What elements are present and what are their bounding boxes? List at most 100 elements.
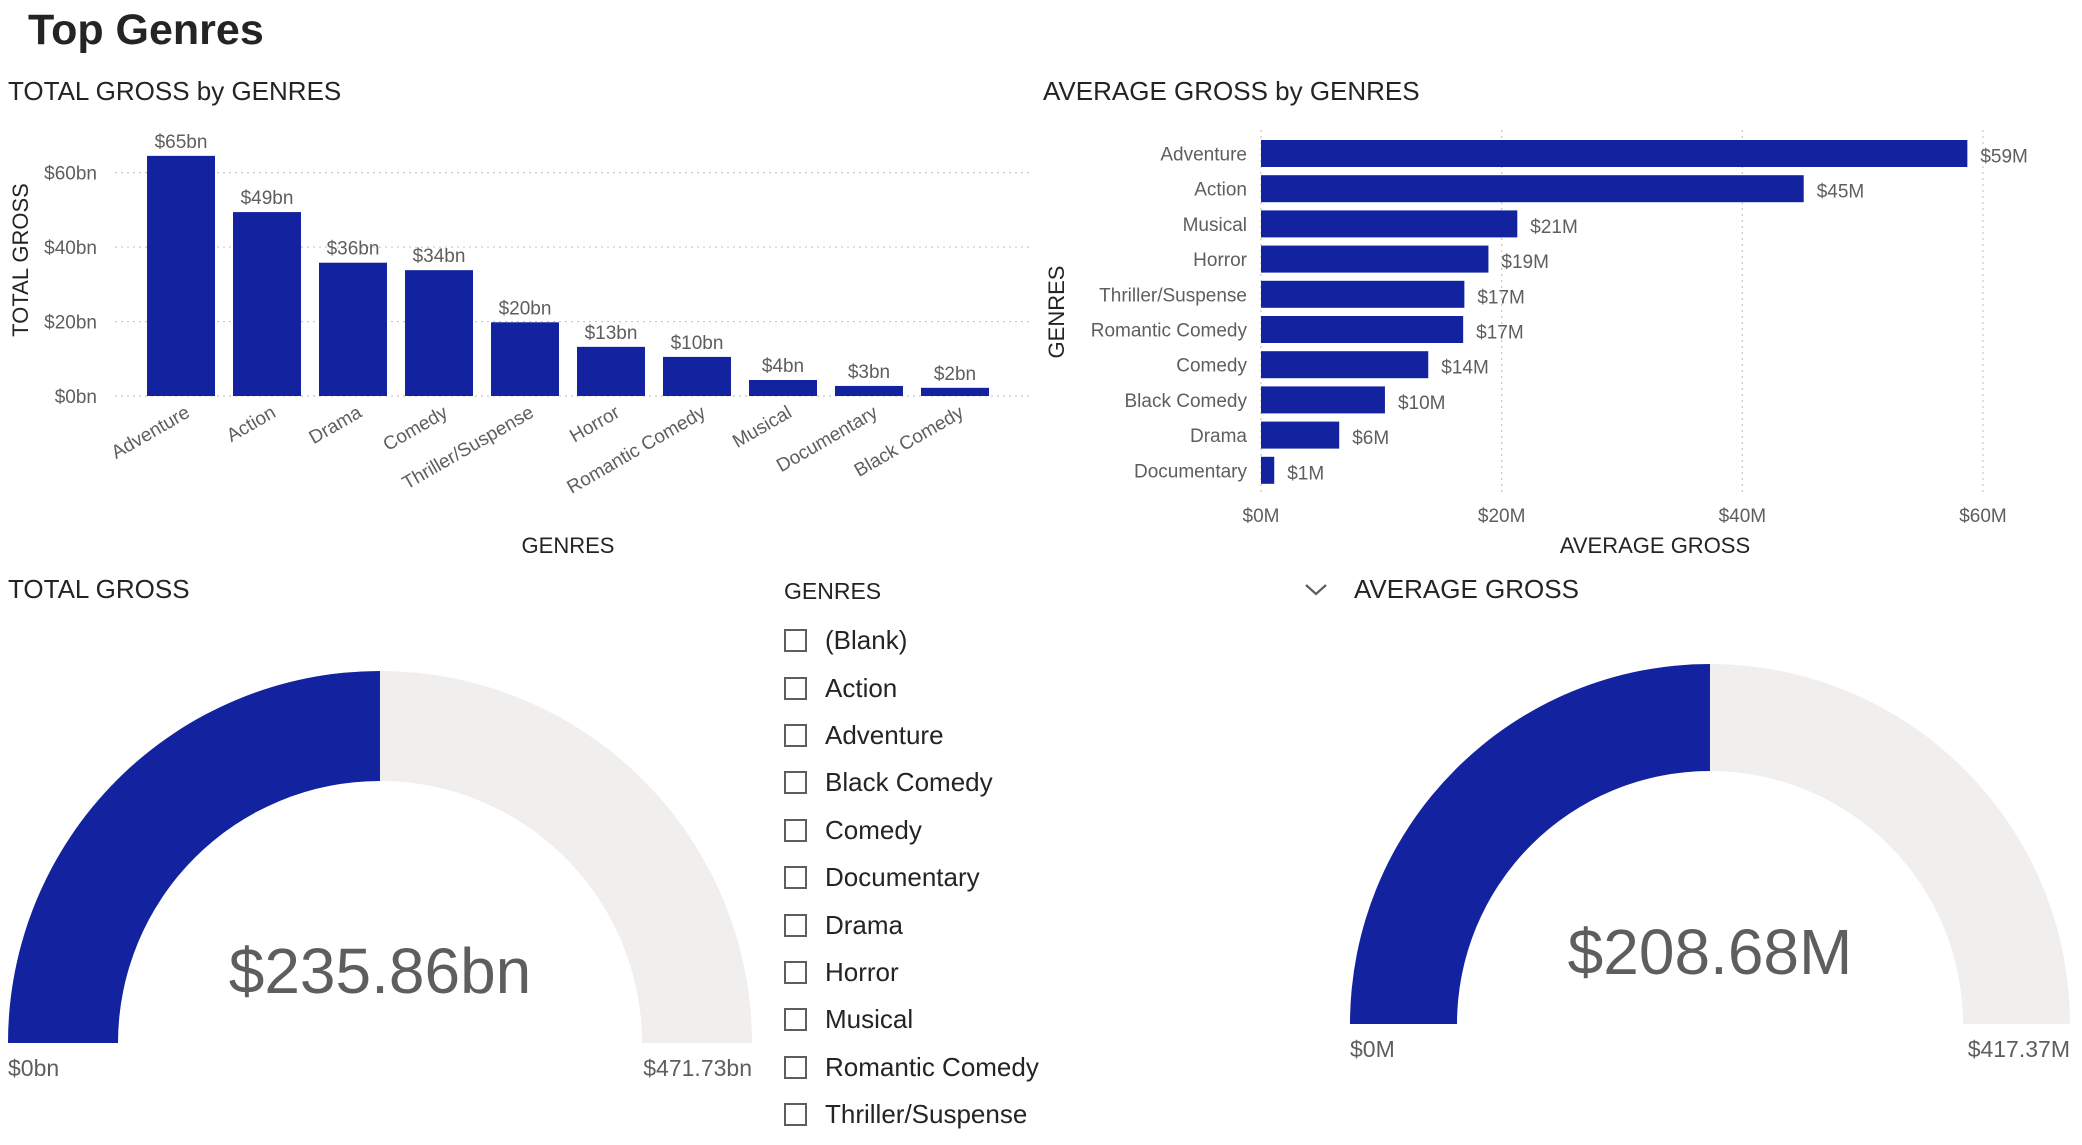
data-label: $1M (1287, 463, 1324, 484)
data-label: $34bn (413, 246, 466, 267)
data-label: $6M (1352, 428, 1389, 449)
bar (1261, 210, 1518, 238)
checkbox-icon[interactable] (784, 1103, 807, 1127)
y-tick-label: $0bn (55, 387, 97, 408)
data-label: $10M (1398, 393, 1446, 414)
gauge-fill (1350, 664, 1710, 1024)
chevron-down-icon[interactable] (1302, 578, 1330, 600)
bar (749, 379, 817, 396)
x-tick-label: Action (223, 402, 279, 447)
page-title: Top Genres (28, 6, 264, 54)
data-label: $2bn (934, 364, 976, 385)
checkbox-icon[interactable] (784, 1008, 807, 1032)
data-label: $36bn (327, 239, 380, 260)
checkbox-icon[interactable] (784, 723, 807, 747)
average-gross-gauge[interactable]: $208.68M $0M $417.37M (1330, 640, 2082, 1080)
bar (577, 346, 645, 396)
x-tick-label: Romantic Comedy (564, 402, 710, 499)
checkbox-icon[interactable] (784, 866, 807, 890)
data-label: $17M (1476, 323, 1524, 344)
bar (1261, 245, 1489, 273)
x-tick-label: Drama (306, 402, 366, 449)
slicer-item-label: Documentary (825, 862, 980, 893)
slicer-item-label: Adventure (825, 719, 944, 750)
gauge-fill (8, 671, 380, 1043)
x-tick-label: $0M (1243, 506, 1280, 527)
y-tick-label: Comedy (1176, 356, 1247, 377)
slicer-item[interactable]: Musical (784, 996, 1084, 1043)
slicer-item-label: Romantic Comedy (825, 1051, 1039, 1082)
slicer-item[interactable]: Adventure (784, 712, 1084, 759)
bar (835, 385, 903, 396)
data-label: $14M (1441, 358, 1489, 379)
data-label: $4bn (762, 356, 804, 377)
slicer-item-label: Thriller/Suspense (825, 1099, 1028, 1130)
data-label: $20bn (499, 298, 552, 319)
bar (1261, 280, 1465, 308)
checkbox-icon[interactable] (784, 1055, 807, 1079)
slicer-item-label: Horror (825, 956, 899, 987)
y-tick-label: Documentary (1134, 461, 1247, 482)
bar (1261, 421, 1340, 449)
gauge-max-label: $417.37M (1968, 1036, 2070, 1062)
slicer-item[interactable]: Drama (784, 901, 1084, 948)
slicer-item[interactable]: Black Comedy (784, 759, 1084, 806)
y-tick-label: $60bn (44, 164, 97, 185)
data-label: $49bn (241, 188, 294, 209)
data-label: $21M (1530, 217, 1578, 238)
bar (1261, 351, 1429, 379)
total-gross-bar-chart[interactable]: $0bn $20bn $40bn $60bn $65bn Adventure $49bn Ac… (0, 120, 1030, 560)
data-label: $59M (1980, 147, 2028, 168)
gauge-min-label: $0bn (8, 1055, 59, 1081)
slicer-item-label: Musical (825, 1004, 914, 1035)
data-label: $3bn (848, 362, 890, 383)
bar (663, 356, 731, 396)
y-tick-label: Black Comedy (1125, 391, 1248, 412)
bar (405, 270, 473, 396)
y-tick-label: Thriller/Suspense (1099, 285, 1247, 306)
genres-slicer: GENRES (Blank) Action Adventure Black Comed… (784, 578, 1084, 1138)
bar (147, 155, 215, 396)
data-label: $65bn (155, 132, 208, 153)
total-gross-gauge[interactable]: $235.86bn $0bn $471.73bn (0, 650, 770, 1100)
slicer-item[interactable]: Action (784, 664, 1084, 711)
x-axis-title: GENRES (522, 533, 615, 558)
checkbox-icon[interactable] (784, 960, 807, 984)
bar (1261, 140, 1968, 167)
y-tick-label: Horror (1193, 250, 1248, 271)
slicer-item[interactable]: Comedy (784, 807, 1084, 854)
checkbox-icon[interactable] (784, 818, 807, 842)
gauge-value: $235.86bn (229, 935, 532, 1007)
slicer-item[interactable]: Romantic Comedy (784, 1044, 1084, 1091)
slicer-item-label: Black Comedy (825, 767, 993, 798)
slicer-item-label: (Blank) (825, 625, 908, 656)
slicer-item[interactable]: Thriller/Suspense (784, 1091, 1084, 1138)
x-tick-label: $40M (1719, 506, 1767, 527)
avg-gauge-title: AVERAGE GROSS (1354, 574, 1579, 604)
checkbox-icon[interactable] (784, 676, 807, 700)
data-label: $17M (1477, 287, 1525, 308)
slicer-item[interactable]: Horror (784, 949, 1084, 996)
x-tick-label: Horror (566, 402, 624, 447)
x-tick-label: Adventure (108, 402, 194, 463)
data-label: $10bn (671, 333, 724, 354)
x-tick-label: Musical (729, 402, 795, 452)
average-gross-bar-chart[interactable]: $0M $20M $40M $60M Adventure $59M Action $45M Mu… (1040, 120, 2082, 565)
slicer-item[interactable]: (Blank) (784, 617, 1084, 664)
data-label: $45M (1817, 182, 1865, 203)
bar (233, 212, 301, 396)
checkbox-icon[interactable] (784, 771, 807, 795)
avg-chart-title: AVERAGE GROSS by GENRES (1043, 76, 1420, 106)
slicer-item-label: Drama (825, 909, 904, 940)
x-axis-title: AVERAGE GROSS (1560, 533, 1750, 558)
y-axis-title: TOTAL GROSS (8, 183, 33, 337)
bar (1261, 386, 1385, 414)
checkbox-icon[interactable] (784, 913, 807, 937)
data-label: $13bn (585, 323, 638, 344)
slicer-item[interactable]: Documentary (784, 854, 1084, 901)
bar (921, 387, 989, 396)
bar (1261, 175, 1804, 203)
checkbox-icon[interactable] (784, 629, 807, 653)
x-tick-label: $60M (1959, 506, 2007, 527)
x-tick-label: Comedy (380, 402, 452, 456)
